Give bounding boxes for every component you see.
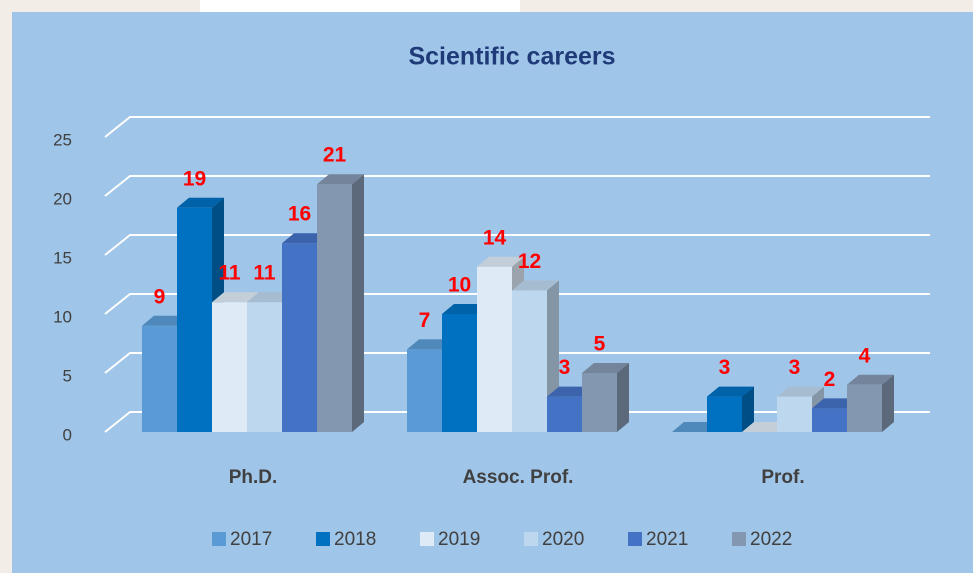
data-label: 11 — [253, 262, 276, 285]
grid-line — [104, 293, 930, 315]
bar — [847, 384, 882, 432]
bar-top-shade — [777, 386, 824, 397]
bar-top-shade — [847, 374, 894, 385]
legend-label: 2017 — [230, 529, 272, 550]
legend-label: 2021 — [646, 529, 688, 550]
x-tick-label: Prof. — [761, 467, 804, 488]
bar-top — [177, 197, 224, 208]
bar — [177, 207, 212, 432]
bar-top-shade — [707, 386, 754, 397]
bar-top — [707, 386, 754, 397]
bar — [407, 349, 442, 432]
bar — [442, 314, 477, 432]
bar — [812, 408, 847, 432]
grid-line — [104, 234, 930, 256]
legend-label: 2019 — [438, 529, 480, 550]
data-label: 5 — [594, 333, 606, 356]
bar-side — [352, 174, 364, 432]
legend-swatch — [420, 532, 434, 546]
bar-top — [477, 256, 524, 267]
grid-line — [104, 175, 930, 197]
data-label: 19 — [183, 167, 206, 190]
bar — [247, 302, 282, 432]
bar-top-shade — [477, 256, 524, 267]
data-label: 14 — [483, 226, 507, 249]
bar-top-shade — [317, 174, 364, 185]
legend-swatch — [732, 532, 746, 546]
data-label: 21 — [323, 144, 347, 167]
grid-line — [104, 116, 930, 138]
legend-label: 2022 — [750, 529, 792, 550]
data-label: 3 — [559, 356, 571, 379]
bar-top-shade — [512, 280, 559, 291]
data-label: 9 — [154, 285, 166, 308]
data-label: 12 — [518, 250, 541, 273]
chart-title: Scientific careers — [408, 43, 615, 71]
data-label: 3 — [789, 356, 801, 379]
y-tick-label: 20 — [53, 189, 72, 208]
data-label: 11 — [218, 262, 241, 285]
bar — [547, 396, 582, 432]
bar — [777, 396, 812, 432]
y-tick-label: 0 — [63, 425, 72, 444]
bar-side-shade — [617, 363, 629, 432]
bar-top — [212, 292, 259, 303]
y-tick-label: 15 — [53, 248, 72, 267]
bar-top — [317, 174, 364, 185]
legend-swatch — [212, 532, 226, 546]
data-label: 7 — [419, 309, 431, 332]
y-tick-label: 25 — [53, 130, 72, 149]
bar-top — [777, 386, 824, 397]
backdrop-strip — [200, 0, 520, 12]
bar — [282, 243, 317, 432]
bar-top-shade — [582, 363, 629, 373]
legend-swatch — [524, 532, 538, 546]
x-tick-label: Ph.D. — [229, 467, 278, 488]
bar-side — [617, 363, 629, 432]
bar — [212, 302, 247, 432]
bar — [512, 290, 547, 432]
legend-swatch — [628, 532, 642, 546]
data-label: 4 — [859, 344, 871, 367]
bar — [477, 266, 512, 432]
bar-top-shade — [177, 197, 224, 208]
bar — [582, 373, 617, 432]
y-tick-label: 10 — [53, 307, 72, 326]
bar-side — [742, 386, 754, 432]
bar — [142, 325, 177, 432]
bar-top — [512, 280, 559, 291]
bar-top — [582, 363, 629, 373]
bar-top-shade — [212, 292, 259, 303]
bar-side-shade — [882, 374, 894, 432]
data-label: 16 — [288, 203, 311, 226]
grid-line — [104, 411, 930, 433]
bar-side — [882, 374, 894, 432]
x-tick-label: Assoc. Prof. — [463, 467, 574, 488]
y-tick-label: 5 — [63, 366, 72, 385]
bar — [707, 396, 742, 432]
bar-side-shade — [352, 174, 364, 432]
data-label: 10 — [448, 274, 471, 297]
grid-line — [104, 352, 930, 374]
legend-label: 2020 — [542, 529, 584, 550]
data-label: 3 — [719, 356, 731, 379]
bar-top — [847, 374, 894, 385]
legend-swatch — [316, 532, 330, 546]
bar — [317, 184, 352, 432]
bar-side-shade — [742, 386, 754, 432]
legend-label: 2018 — [334, 529, 376, 550]
data-label: 2 — [824, 368, 836, 391]
